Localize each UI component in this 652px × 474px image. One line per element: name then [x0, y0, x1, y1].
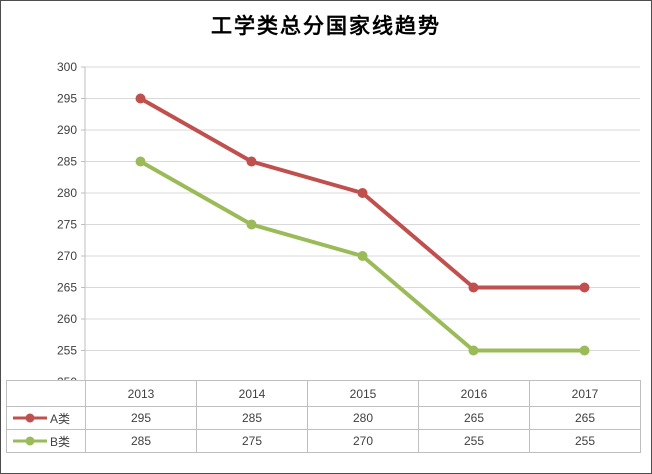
y-axis-labels: 250255260265270275280285290295300: [57, 60, 77, 389]
year-header: 2013: [85, 380, 197, 407]
chart-title: 工学类总分国家线趋势: [211, 15, 441, 38]
table-cell-value: 270: [307, 429, 419, 453]
table-cell-value: 295: [85, 406, 197, 430]
table-cell-value: 255: [418, 429, 530, 453]
data-point-marker: [246, 219, 257, 230]
y-tick-label: 285: [57, 155, 77, 169]
data-point-marker: [357, 188, 368, 198]
legend-marker-icon: [13, 413, 47, 423]
data-point-marker: [357, 251, 368, 261]
table-cell-value: 255: [529, 429, 641, 453]
series-name: B类: [50, 434, 71, 449]
table-cell-value: 265: [529, 406, 641, 430]
year-header: 2015: [307, 380, 419, 407]
series-name: A类: [50, 411, 71, 426]
data-point-marker: [579, 282, 590, 293]
table-row: B类 285 275 270 255 255: [6, 429, 641, 453]
table-cell-value: 265: [418, 406, 530, 430]
data-point-marker: [579, 345, 590, 356]
table-header-row: 2013 2014 2015 2016 2017: [6, 380, 641, 407]
legend-marker-icon: [13, 436, 47, 446]
y-tick-label: 280: [57, 186, 77, 200]
y-tick-label: 295: [57, 92, 77, 106]
y-tick-label: 255: [57, 344, 77, 358]
series-B类: [135, 156, 590, 356]
y-tick-label: 275: [57, 218, 77, 232]
y-tick-label: 300: [57, 60, 77, 74]
data-table: 2013 2014 2015 2016 2017 A类 295 285 280 265 265 B类 2…: [6, 380, 641, 453]
data-point-marker: [468, 345, 479, 356]
y-tick-label: 265: [57, 281, 77, 295]
data-point-marker: [468, 282, 479, 293]
legend-cell: B类: [6, 429, 86, 453]
data-point-marker: [246, 156, 257, 167]
table-corner-cell: [6, 380, 86, 407]
year-header: 2017: [529, 380, 641, 407]
table-cell-value: 285: [85, 429, 197, 453]
y-tick-label: 260: [57, 312, 77, 326]
table-cell-value: 280: [307, 406, 419, 430]
table-row: A类 295 285 280 265 265: [6, 406, 641, 430]
year-header: 2014: [196, 380, 308, 407]
year-header: 2016: [418, 380, 530, 407]
table-cell-value: 285: [196, 406, 308, 430]
y-tick-label: 270: [57, 249, 77, 263]
series-A类: [135, 93, 590, 293]
y-tick-label: 290: [57, 123, 77, 137]
table-cell-value: 275: [196, 429, 308, 453]
legend-cell: A类: [6, 406, 86, 430]
data-point-marker: [135, 156, 146, 167]
chart-data-table: 2013 2014 2015 2016 2017 A类 295 285 280 265 265 B类 2…: [6, 380, 641, 453]
data-point-marker: [135, 93, 146, 104]
